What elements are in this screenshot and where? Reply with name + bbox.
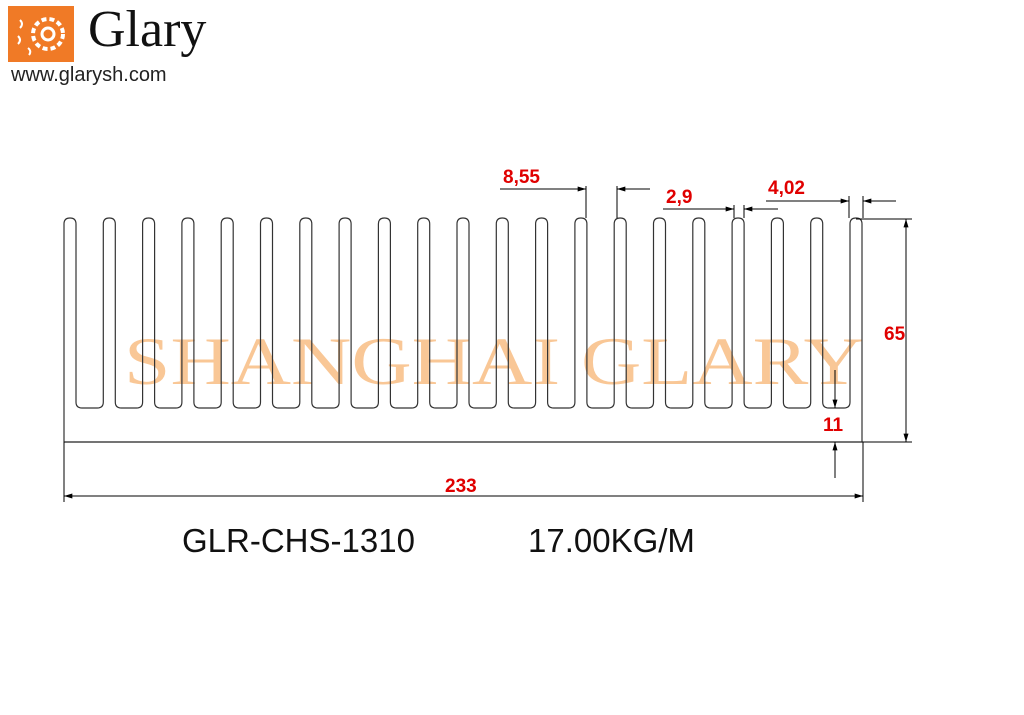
- dimension-base: 11: [823, 370, 844, 478]
- dim-label-width: 233: [445, 476, 477, 497]
- part-number: GLR-CHS-1310: [182, 522, 415, 559]
- gear-icon: [8, 6, 74, 62]
- dim-label-edge-fin: 4,02: [768, 178, 805, 199]
- weight-per-meter: 17.00KG/M: [528, 522, 695, 559]
- logo-name: Glary: [88, 1, 207, 58]
- watermark: SHANGHAI GLARY: [124, 323, 864, 399]
- dim-label-height: 65: [884, 324, 906, 345]
- dim-label-base: 11: [823, 415, 844, 436]
- dimension-edge-fin: 4,02: [766, 178, 896, 218]
- heatsink-profile: [63, 217, 863, 442]
- dimension-fin-width: 2,9: [663, 187, 778, 218]
- dim-label-fin-pitch: 8,55: [503, 167, 540, 188]
- dimension-fin-pitch: 8,55: [500, 167, 650, 218]
- dimension-width: 233: [63, 442, 864, 502]
- dim-label-fin-width: 2,9: [666, 187, 692, 208]
- logo-url: www.glarysh.com: [11, 64, 167, 86]
- dimension-height: 65: [856, 218, 912, 443]
- logo: Glary www.glarysh.com: [8, 1, 228, 86]
